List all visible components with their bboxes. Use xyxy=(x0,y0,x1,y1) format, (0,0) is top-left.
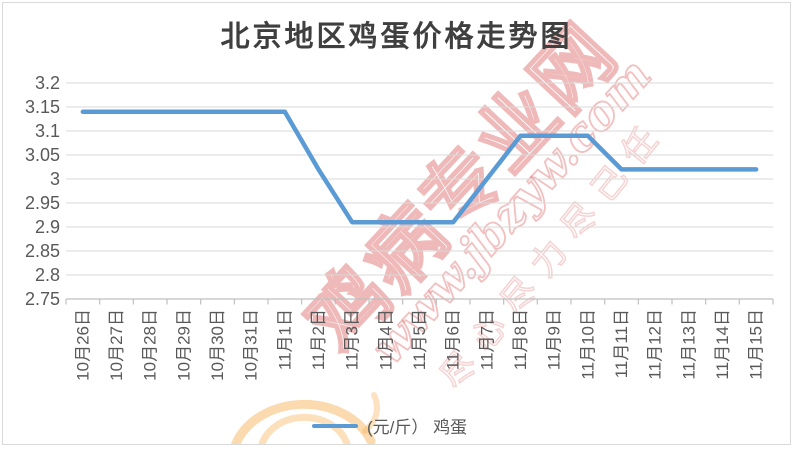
x-tick-label: 11月13日 xyxy=(679,309,698,380)
x-tick-label: 10月30日 xyxy=(208,309,227,381)
x-tick-label: 11月4日 xyxy=(376,309,395,370)
x-tick-label: 11月5日 xyxy=(410,309,429,370)
x-tick-label: 11月7日 xyxy=(477,309,496,370)
y-tick-label: 3 xyxy=(50,169,60,189)
x-tick-label: 11月1日 xyxy=(275,309,294,370)
x-tick-label: 11月2日 xyxy=(309,309,328,370)
chart-frame: 鸡病专业网 www.jbzyw.com 尽心尽力尽己任 北京地区鸡蛋价格走势图 … xyxy=(2,2,791,445)
x-tick-label: 10月29日 xyxy=(174,309,193,381)
x-tick-label: 10月31日 xyxy=(242,309,261,381)
x-tick-label: 10月26日 xyxy=(73,309,92,381)
y-tick-label: 3.2 xyxy=(35,73,60,93)
x-tick-label: 11月12日 xyxy=(646,309,665,380)
x-tick-label: 11月10日 xyxy=(578,309,597,380)
y-tick-label: 3.1 xyxy=(35,121,60,141)
x-tick-label: 11月11日 xyxy=(612,309,631,378)
x-tick-label: 11月8日 xyxy=(511,309,530,370)
y-tick-label: 2.9 xyxy=(35,217,60,237)
y-tick-label: 2.95 xyxy=(25,193,60,213)
legend: (元/斤） 鸡蛋 xyxy=(312,413,467,438)
legend-line-swatch xyxy=(312,423,358,428)
y-tick-label: 2.85 xyxy=(25,241,60,261)
price-line xyxy=(80,109,759,225)
y-tick-label: 3.15 xyxy=(25,97,60,117)
x-tick-label: 10月27日 xyxy=(107,309,126,381)
plot-area: 3.2 3.15 3.1 3.05 3 2.95 2.9 2.85 2.8 2.75 10月26日 1… xyxy=(25,73,774,381)
x-tick-label: 11月9日 xyxy=(545,309,564,370)
legend-label: (元/斤） 鸡蛋 xyxy=(367,418,468,437)
x-tick-label: 11月6日 xyxy=(444,309,463,370)
y-tick-label: 3.05 xyxy=(25,145,60,165)
x-tick-label: 10月28日 xyxy=(141,309,160,381)
x-tick-label: 11月15日 xyxy=(747,309,766,380)
y-tick-label: 2.75 xyxy=(25,289,60,309)
y-tick-label: 2.8 xyxy=(35,265,60,285)
x-tick-label: 11月14日 xyxy=(713,309,732,380)
x-tick-label: 11月3日 xyxy=(343,309,362,370)
